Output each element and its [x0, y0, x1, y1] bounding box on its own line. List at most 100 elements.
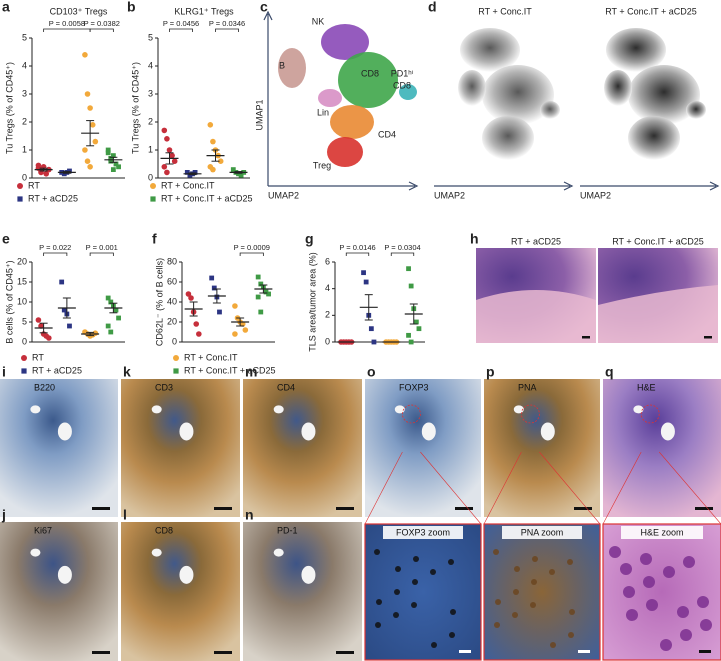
significance-bracket — [169, 28, 193, 32]
data-point — [67, 168, 72, 174]
zoom-region — [521, 404, 540, 424]
data-point — [110, 167, 116, 172]
lumen — [151, 548, 162, 557]
density-blob — [686, 101, 706, 119]
stain-label: CD3 — [155, 382, 173, 392]
cell — [413, 556, 419, 562]
umap-axis-label: UMAP2 — [434, 190, 465, 200]
significance-bracket — [43, 252, 68, 256]
data-point — [211, 285, 217, 291]
data-point — [116, 315, 121, 321]
umap-cluster — [318, 89, 342, 107]
lumen — [301, 422, 316, 441]
y-tick-label: 1 — [148, 144, 153, 154]
legend-marker — [17, 196, 23, 202]
data-point — [230, 167, 236, 172]
lumen — [179, 565, 194, 584]
cell — [567, 559, 573, 565]
histology-title: RT + Conc.IT + aCD25 — [612, 236, 704, 246]
data-point — [255, 294, 261, 300]
density-blob — [606, 28, 666, 72]
lumen — [273, 548, 284, 557]
data-point — [108, 329, 114, 335]
data-point — [46, 335, 52, 341]
data-point — [164, 169, 170, 176]
scale-bar — [695, 507, 713, 510]
y-tick-label: 10 — [17, 296, 27, 306]
legend-marker — [150, 196, 156, 202]
zoom-label: PNA zoom — [521, 527, 564, 537]
data-point — [258, 309, 264, 315]
data-point — [363, 279, 369, 285]
data-point — [255, 274, 261, 280]
scale-bar — [336, 651, 354, 654]
cell — [374, 549, 380, 555]
p-value: P = 0.0346 — [209, 19, 245, 28]
p-value: P = 0.0058 — [49, 19, 85, 28]
lumen — [273, 405, 284, 414]
y-tick-label: 4 — [148, 60, 153, 70]
legend-marker — [21, 368, 27, 374]
data-point — [67, 323, 72, 329]
significance-bracket — [215, 28, 239, 32]
legend-label: RT + aCD25 — [32, 365, 82, 375]
cell — [393, 612, 399, 618]
zoom-connector — [364, 451, 482, 525]
cluster-label: CD4 — [378, 129, 396, 139]
legend-label: RT — [32, 352, 44, 362]
cell — [683, 556, 695, 568]
label-box — [502, 526, 582, 539]
p-value: P = 0.0304 — [384, 243, 420, 252]
stain-image — [603, 379, 721, 517]
scale-bar — [336, 507, 354, 510]
cell — [660, 639, 672, 651]
data-point — [210, 138, 216, 145]
data-point — [184, 170, 190, 175]
cell — [513, 589, 519, 595]
scale-bar — [699, 650, 711, 653]
y-axis-label: TLS area/tumor area (%) — [307, 252, 317, 352]
cell — [550, 642, 556, 648]
y-tick-label: 15 — [17, 276, 27, 286]
panel-letter: i — [2, 364, 6, 380]
cell — [412, 579, 418, 585]
density-blob — [540, 101, 560, 119]
cell — [493, 549, 499, 555]
cell — [495, 599, 501, 605]
lumen — [540, 422, 555, 441]
p-value: P = 0.022 — [39, 243, 71, 252]
density-blob — [604, 70, 632, 106]
y-tick-label: 5 — [22, 316, 27, 326]
lumen — [30, 405, 41, 414]
data-point — [105, 323, 111, 329]
cluster-label: Lin — [317, 107, 329, 117]
legend-label: RT + Conc.IT — [161, 180, 215, 190]
p-value: P = 0.0009 — [234, 243, 270, 252]
stain-label: PNA — [518, 382, 537, 392]
data-point — [84, 158, 91, 164]
panel-letter: l — [123, 507, 127, 523]
y-tick-label: 3 — [148, 88, 153, 98]
y-tick-label: 1 — [22, 144, 27, 154]
cell — [643, 576, 655, 588]
data-point — [105, 147, 111, 153]
data-point — [210, 166, 216, 173]
umap2-arrow — [434, 181, 574, 191]
cell — [623, 586, 635, 598]
data-point — [408, 339, 414, 345]
data-point — [207, 122, 214, 128]
data-point — [113, 307, 119, 313]
significance-bracket — [390, 252, 415, 256]
cell — [448, 559, 454, 565]
data-point — [108, 158, 114, 164]
cell — [395, 566, 401, 572]
umap-cluster — [399, 84, 417, 100]
stain-label: H&E — [637, 382, 656, 392]
data-point — [406, 332, 411, 338]
y-tick-label: 0 — [172, 336, 177, 346]
data-point — [92, 138, 99, 145]
umap-axis-label: UMAP2 — [268, 190, 299, 200]
stain-label: Ki67 — [34, 525, 52, 535]
lumen — [660, 422, 675, 441]
lumen — [513, 405, 524, 414]
